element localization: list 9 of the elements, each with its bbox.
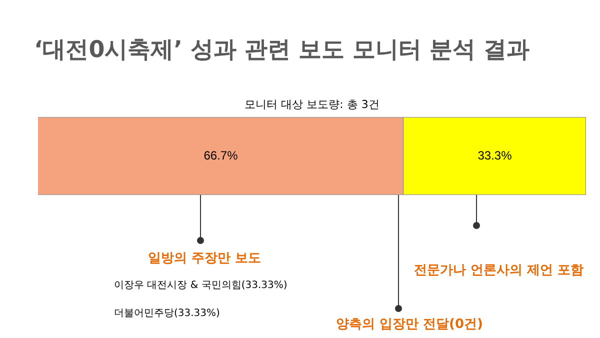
text: 이장우 대전시장 & 국민의힘(33.33%) xyxy=(114,279,288,292)
data-label: 33.3% xyxy=(478,148,512,162)
text: 전문가나 언론사의 제언 포함 xyxy=(414,262,584,279)
text: 일방의 주장만 보도 xyxy=(148,250,262,267)
text: 양측의 입장만 전달(0건) xyxy=(336,316,483,333)
chart-title: ‘대전0시축제’ 성과 관련 보도 모니터 분석 결과 xyxy=(34,36,530,65)
text: 더불어민주당(33.33%) xyxy=(114,307,220,320)
chart-subtitle: 모니터 대상 보도량: 총 3건 xyxy=(244,97,380,112)
data-label: 66.7% xyxy=(204,148,238,162)
